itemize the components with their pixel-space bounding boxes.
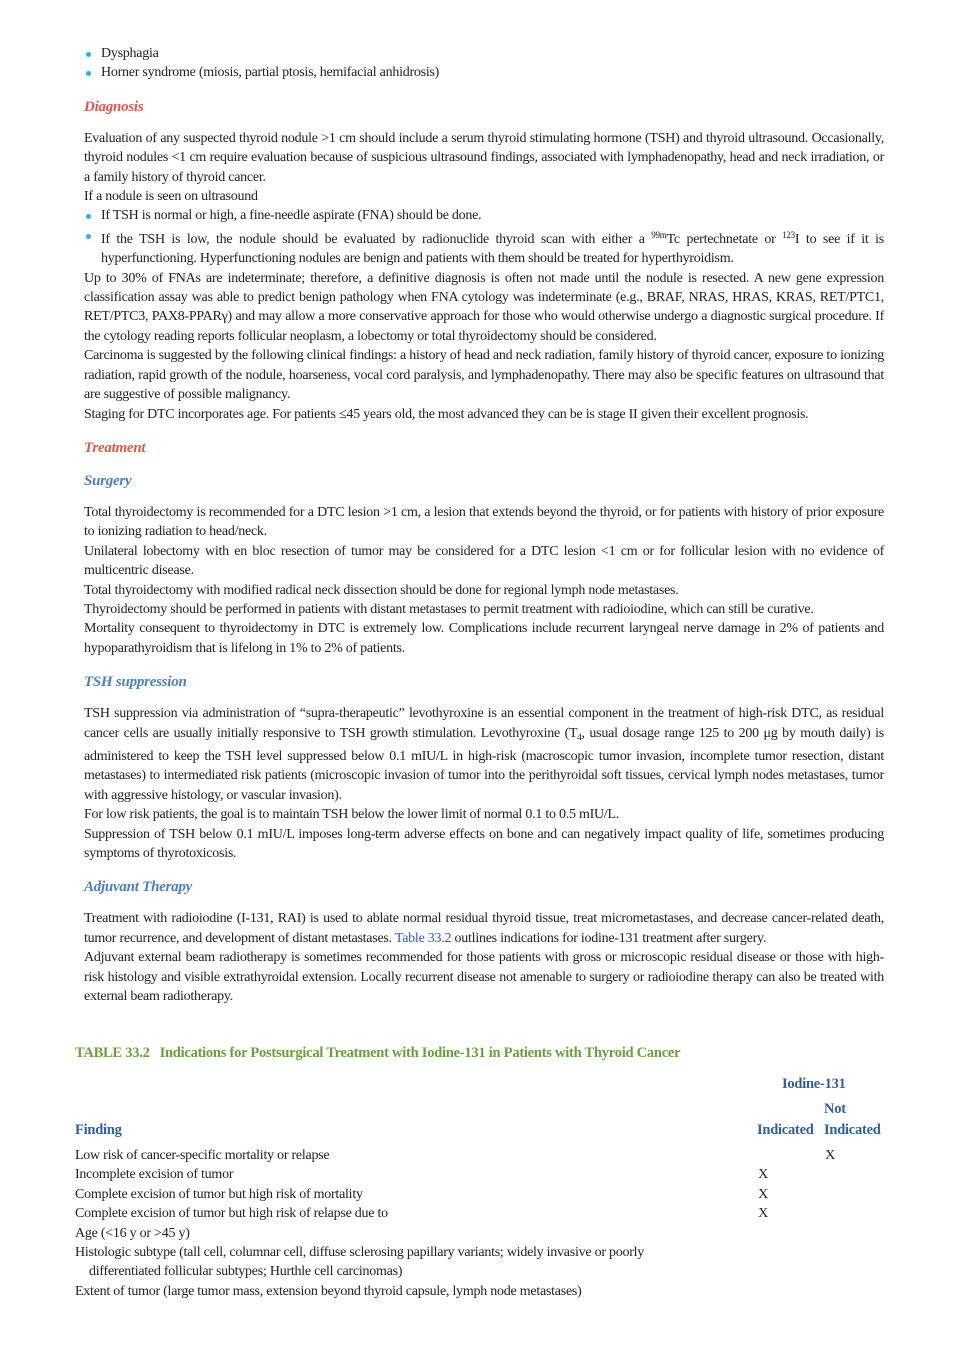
table-row: Incomplete excision of tumor X [75, 1165, 885, 1184]
bullet-list: Dysphagia Horner syndrome (miosis, parti… [84, 44, 884, 83]
paragraph: Treatment with radioiodine (I-131, RAI) … [84, 909, 884, 948]
paragraph: Staging for DTC incorporates age. For pa… [84, 406, 809, 422]
table-sub-item: Histologic subtype (tall cell, columnar … [75, 1244, 645, 1280]
bullet: Horner syndrome (miosis, partial ptosis,… [84, 63, 884, 82]
caption-text: Indications for Postsurgical Treatment w… [159, 1045, 681, 1061]
superscript: 123 [782, 229, 795, 240]
paragraph: Evaluation of any suspected thyroid nodu… [84, 130, 884, 185]
section-heading: Treatment [84, 439, 146, 456]
cell: Low risk of cancer-specific mortality or… [75, 1148, 330, 1163]
paragraph: Suppression of TSH below 0.1 mIU/L impos… [84, 826, 884, 861]
table-link[interactable]: Table 33.2 [394, 930, 452, 946]
cell: Incomplete excision of tumor [75, 1167, 234, 1183]
text: If the TSH is low, the nodule should be … [101, 231, 652, 247]
text: I to see if it is hyperfunctioning. Hype… [101, 231, 884, 267]
column-header: Indicated [757, 1122, 814, 1138]
section-heading: Diagnosis [84, 98, 144, 115]
group-header: Iodine-131 [782, 1076, 846, 1092]
subscript: 4 [577, 731, 582, 742]
paragraph: If a nodule is seen on ultrasound [84, 189, 258, 205]
subsection-heading: Surgery [84, 472, 132, 489]
cell: Complete excision of tumor but high risk… [75, 1186, 363, 1202]
paragraph: Total thyroidectomy is recommended for a… [84, 504, 884, 540]
table-sub-items: Age (<16 y or >45 y) Histologic subtype (… [75, 1224, 885, 1302]
document: Dysphagia Horner syndrome (miosis, parti… [84, 44, 884, 1005]
table-row: Complete excision of tumor but high risk… [75, 1204, 885, 1223]
text: outlines indications for iodine-131 trea… [451, 930, 767, 946]
bullet: Dysphagia [84, 44, 884, 63]
paragraph: Thyroidectomy should be performed in pat… [84, 601, 814, 617]
bullet: If TSH is normal or high, a fine-needle … [84, 206, 884, 225]
table-sub-item: Extent of tumor (large tumor mass, exten… [75, 1283, 582, 1299]
paragraph: Mortality consequent to thyroidectomy in… [84, 621, 884, 656]
paragraph: Carcinoma is suggested by the following … [84, 348, 884, 403]
table-sub-item: Age (<16 y or >45 y) [75, 1225, 190, 1241]
paragraph: Unilateral lobectomy with en bloc resect… [84, 543, 884, 579]
bullet-list: If TSH is normal or high, a fine-needle … [84, 206, 884, 268]
cell: X [758, 1206, 768, 1222]
cell: X [825, 1148, 835, 1163]
subsection-heading: TSH suppression [84, 674, 187, 691]
text: Treatment with radioiodine (I-131, RAI) … [84, 911, 884, 946]
column-header: Finding [75, 1122, 122, 1138]
cell: Complete excision of tumor but high risk… [75, 1206, 388, 1222]
column-header: Indicated [824, 1122, 881, 1138]
table-row: Low risk of cancer-specific mortality or… [75, 1146, 885, 1165]
cell: X [758, 1186, 768, 1202]
bullet: If the TSH is low, the nodule should be … [84, 226, 884, 269]
paragraph: Total thyroidectomy with modified radica… [84, 582, 679, 598]
table-caption: TABLE 33.2 Indications for Postsurgical T… [75, 1045, 885, 1062]
paragraph: Adjuvant external beam radiotherapy is s… [84, 950, 884, 1005]
subsection-heading: Adjuvant Therapy [84, 879, 193, 896]
cell: X [758, 1167, 768, 1183]
text: TSH suppression via administration of “s… [84, 706, 884, 741]
paragraph: Up to 30% of FNAs are indeterminate; the… [84, 270, 884, 344]
table-label: TABLE 33.2 [75, 1045, 150, 1061]
paragraph: TSH suppression via administration of “s… [84, 704, 884, 805]
table-body: Low risk of cancer-specific mortality or… [75, 1146, 885, 1224]
table-row: Complete excision of tumor but high risk… [75, 1185, 885, 1204]
table: TABLE 33.2 Indications for Postsurgical T… [75, 1045, 885, 1301]
paragraph: For low risk patients, the goal is to ma… [84, 807, 620, 823]
table-header: Iodine-131 Finding Indicated Not Indicat… [75, 1076, 885, 1146]
superscript: 99m [651, 229, 667, 240]
text: Tc pertechnetate or [666, 231, 783, 247]
column-header: Not [824, 1101, 846, 1117]
text: , usual dosage range 125 to 200 μg by mo… [84, 725, 885, 803]
